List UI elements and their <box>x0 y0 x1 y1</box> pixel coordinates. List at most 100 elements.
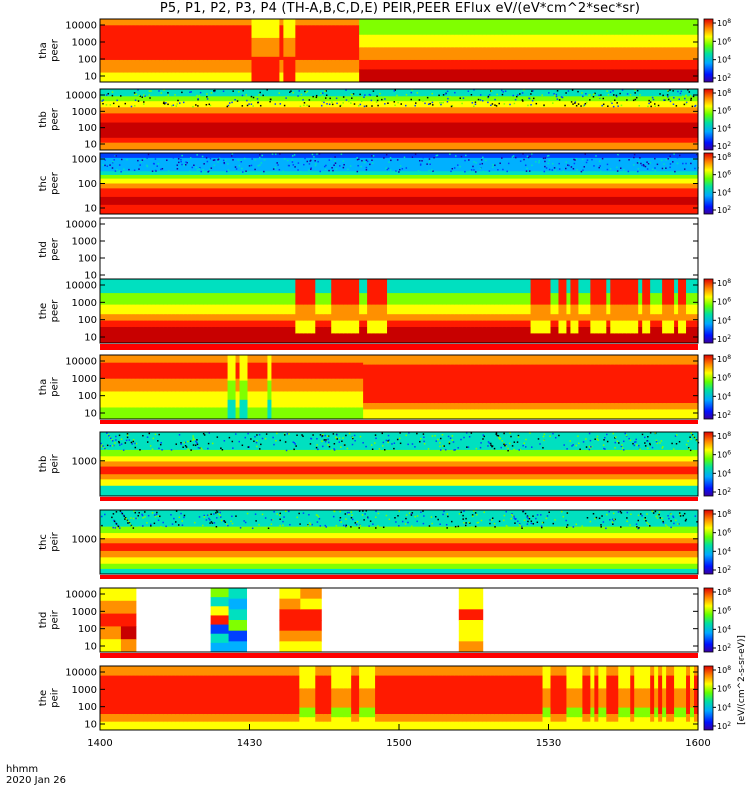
colorbar-tick-label: 104 <box>717 624 731 634</box>
panel-ylabel: thcpeir <box>38 531 61 551</box>
panel-ylabel: thapeir <box>38 376 61 396</box>
panel-species: peer <box>50 107 61 131</box>
colorbar: 108 106 104 102 <box>703 18 731 83</box>
colorbar-tick-label: 108 <box>717 152 731 162</box>
panel-species: peir <box>50 376 61 396</box>
panel-ylabel: thdpeer <box>38 237 61 261</box>
colorbar: 108 106 104 102 <box>703 509 731 575</box>
panel-probe: thc <box>38 176 49 192</box>
panel-divider <box>100 497 698 501</box>
panel-species: peir <box>50 687 61 707</box>
colorbar-tick-label: 104 <box>717 123 731 133</box>
colorbar-tick-label: 104 <box>717 55 731 65</box>
xtick-label: 1500 <box>386 738 411 749</box>
panel-divider <box>100 653 698 658</box>
panel-frame <box>99 587 699 653</box>
colorbar-tick-label: 108 <box>717 665 731 675</box>
colorbar-tick-label: 106 <box>717 373 731 383</box>
colorbar-tick-label: 102 <box>717 565 731 575</box>
panel-species: peer <box>50 299 61 323</box>
colorbar: 108 106 104 102 <box>703 354 731 420</box>
spectrogram-panel-thc-peer: 1000 100 10 thcpeer 108 106 104 102 <box>38 152 731 215</box>
panel-probe: the <box>38 690 49 706</box>
ytick-label: 1000 <box>72 38 97 49</box>
time-axis-label: hhmm <box>6 764 39 775</box>
panel-probe: the <box>38 303 49 319</box>
panel-probe: thc <box>38 534 49 550</box>
colorbar: 108 106 104 102 <box>703 278 731 344</box>
panel-probe: tha <box>38 379 49 395</box>
panel-frame <box>99 18 699 83</box>
spectrogram-panel-the-peer: 10000 1000 100 10 thepeer 108 106 104 102 <box>38 278 731 344</box>
panel-divider <box>100 420 698 424</box>
panel-species: peir <box>50 609 61 629</box>
colorbar: 108 106 104 102 <box>703 431 731 497</box>
spectrogram-panel-tha-peir: 10000 1000 100 10 thapeir 108 106 104 102 <box>38 354 731 420</box>
ytick-label: 1000 <box>72 685 97 696</box>
panel-divider <box>100 344 698 350</box>
colorbar-tick-label: 108 <box>717 431 731 441</box>
ytick-label: 10 <box>84 720 97 731</box>
colorbar: 108 106 104 102 <box>703 665 731 731</box>
colorbar: 108 106 104 102 <box>703 587 731 653</box>
ytick-label: 1000 <box>72 534 97 545</box>
panel-frame <box>99 88 699 151</box>
colorbar-tick-label: 104 <box>717 391 731 401</box>
panel-background <box>100 588 698 652</box>
panel-frame <box>99 509 699 575</box>
ytick-label: 10000 <box>65 21 97 32</box>
colorbar-tick-label: 102 <box>717 487 731 497</box>
colorbar: 108 106 104 102 <box>703 152 731 215</box>
ytick-label: 1000 <box>72 374 97 385</box>
colorbar-tick-label: 106 <box>717 450 731 460</box>
ytick-label: 100 <box>78 624 97 635</box>
colorbar-tick-label: 104 <box>717 468 731 478</box>
ytick-label: 10 <box>84 642 97 653</box>
panel-probe: thb <box>38 456 49 473</box>
ytick-label: 10 <box>84 204 97 215</box>
spectrogram-panel-thd-peir: 10000 1000 100 10 thdpeir 108 106 104 102 <box>38 587 731 653</box>
colorbar-tick-label: 106 <box>717 170 731 180</box>
colorbar-tick-label: 108 <box>717 278 731 288</box>
panel-background <box>100 218 698 281</box>
colorbar-tick-label: 108 <box>717 587 731 597</box>
spectrogram-panel-thd-peer: 10000 1000 100 10 thdpeer <box>38 217 699 282</box>
ytick-label: 10 <box>84 333 97 344</box>
colorbar-tick-label: 102 <box>717 721 731 731</box>
colorbar-tick-label: 102 <box>717 334 731 344</box>
ytick-label: 10000 <box>65 668 97 679</box>
panel-divider <box>100 575 698 579</box>
colorbar-tick-label: 106 <box>717 106 731 116</box>
colorbar-tick-label: 106 <box>717 684 731 694</box>
ytick-label: 100 <box>78 55 97 66</box>
colorbar-label: [eV/(cm^2-s-sr-eV)] <box>737 635 747 725</box>
panel-probe: thd <box>38 241 49 258</box>
ytick-label: 1000 <box>72 107 97 118</box>
panel-ylabel: thepeir <box>38 687 61 707</box>
ytick-label: 10 <box>84 72 97 83</box>
ytick-label: 1000 <box>72 237 97 248</box>
panel-frame <box>99 431 699 497</box>
colorbar-tick-label: 104 <box>717 546 731 556</box>
colorbar-tick-label: 104 <box>717 187 731 197</box>
colorbar-tick-label: 106 <box>717 528 731 538</box>
colorbar-tick-label: 108 <box>717 18 731 28</box>
spectrogram-panel-tha-peer: 10000 1000 100 10 thapeer 108 106 104 102 <box>38 18 731 83</box>
colorbar-tick-label: 102 <box>717 141 731 151</box>
ytick-label: 10 <box>84 140 97 151</box>
panel-frame <box>99 354 699 420</box>
panel-probe: tha <box>38 42 49 58</box>
colorbar-tick-label: 106 <box>717 606 731 616</box>
spectrogram-panel-thb-peir: 1000 thbpeir 108 106 104 102 <box>38 431 731 497</box>
colorbar-tick-label: 102 <box>717 205 731 215</box>
panel-species: peir <box>50 453 61 473</box>
plot-title: P5, P1, P2, P3, P4 (TH-A,B,C,D,E) PEIR,P… <box>159 1 641 16</box>
ytick-label: 10000 <box>65 281 97 292</box>
panel-ylabel: thapeer <box>38 38 61 62</box>
spectrogram-panel-thb-peer: 10000 1000 100 10 thbpeer 108 106 104 102 <box>38 88 731 151</box>
panel-ylabel: thbpeir <box>38 453 61 473</box>
ytick-label: 100 <box>78 315 97 326</box>
ytick-label: 10000 <box>65 91 97 102</box>
ytick-label: 1000 <box>72 607 97 618</box>
